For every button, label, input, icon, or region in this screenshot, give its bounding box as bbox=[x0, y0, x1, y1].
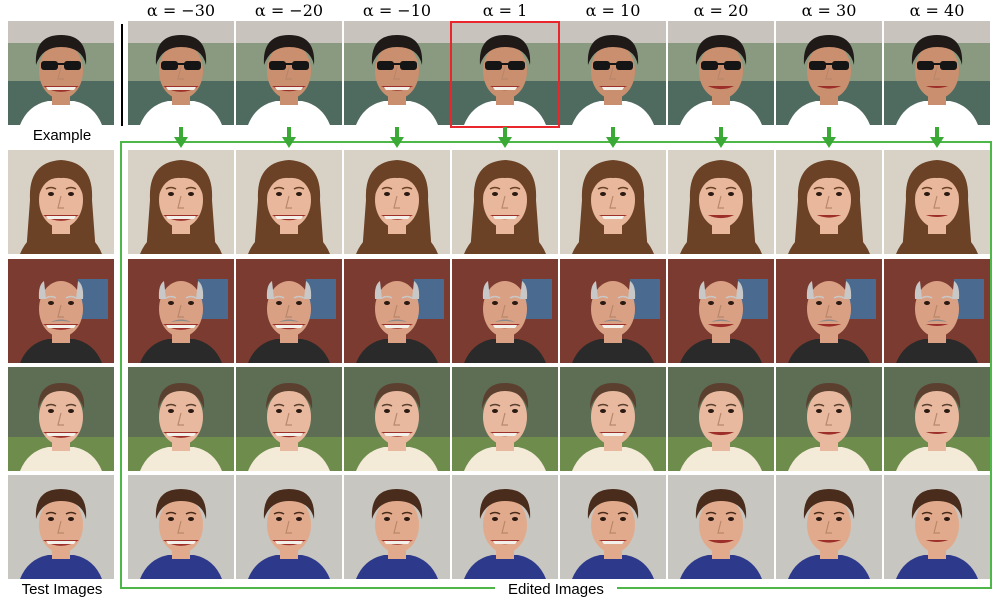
alpha-label-7: α = 30 bbox=[801, 1, 857, 20]
edited-image bbox=[776, 259, 882, 363]
edited-image bbox=[668, 367, 774, 471]
down-arrow-icon bbox=[606, 127, 620, 148]
edited-image bbox=[236, 150, 342, 254]
test-images-caption: Test Images bbox=[4, 581, 120, 598]
test-image bbox=[8, 367, 114, 471]
down-arrow-icon bbox=[390, 127, 404, 148]
edited-image bbox=[776, 475, 882, 579]
edited-image bbox=[236, 259, 342, 363]
alpha-label-4: α = 1 bbox=[482, 1, 528, 20]
edited-image bbox=[668, 259, 774, 363]
edited-image bbox=[344, 367, 450, 471]
edited-image bbox=[560, 367, 666, 471]
alpha-label-6: α = 20 bbox=[693, 1, 749, 20]
edited-image bbox=[128, 259, 234, 363]
example-edit-image bbox=[776, 21, 882, 125]
edited-image bbox=[776, 367, 882, 471]
example-edit-image bbox=[452, 21, 558, 125]
edited-image bbox=[884, 150, 990, 254]
edited-image bbox=[884, 475, 990, 579]
test-image bbox=[8, 150, 114, 254]
identity-edit-highlight bbox=[450, 21, 560, 128]
edited-image bbox=[776, 150, 882, 254]
example-edit-image bbox=[128, 21, 234, 125]
test-image bbox=[8, 259, 114, 363]
down-arrow-icon bbox=[282, 127, 296, 148]
alpha-label-5: α = 10 bbox=[585, 1, 641, 20]
edited-image bbox=[560, 150, 666, 254]
example-edit-image bbox=[884, 21, 990, 125]
edited-image bbox=[128, 150, 234, 254]
edited-image bbox=[236, 475, 342, 579]
alpha-label-1: α = −30 bbox=[146, 1, 216, 20]
edited-image bbox=[452, 367, 558, 471]
edited-image bbox=[560, 259, 666, 363]
down-arrow-icon bbox=[930, 127, 944, 148]
edited-images-caption: Edited Images bbox=[495, 581, 617, 598]
edited-image bbox=[884, 367, 990, 471]
test-image bbox=[8, 475, 114, 579]
example-caption: Example bbox=[8, 127, 116, 144]
down-arrow-icon bbox=[498, 127, 512, 148]
down-arrow-icon bbox=[822, 127, 836, 148]
alpha-label-3: α = −10 bbox=[362, 1, 432, 20]
example-image bbox=[8, 21, 114, 125]
edited-image bbox=[452, 259, 558, 363]
edited-image bbox=[236, 367, 342, 471]
example-edit-image bbox=[560, 21, 666, 125]
alpha-label-8: α = 40 bbox=[909, 1, 965, 20]
example-edit-image bbox=[236, 21, 342, 125]
down-arrow-icon bbox=[174, 127, 188, 148]
edited-image bbox=[128, 475, 234, 579]
alpha-label-2: α = −20 bbox=[254, 1, 324, 20]
edited-image bbox=[560, 475, 666, 579]
example-edit-image bbox=[668, 21, 774, 125]
example-divider bbox=[121, 24, 123, 126]
edited-image bbox=[128, 367, 234, 471]
edited-image bbox=[344, 259, 450, 363]
edited-image bbox=[668, 475, 774, 579]
edited-image bbox=[452, 150, 558, 254]
edited-image bbox=[452, 475, 558, 579]
edited-image bbox=[344, 475, 450, 579]
down-arrow-icon bbox=[714, 127, 728, 148]
example-edit-image bbox=[344, 21, 450, 125]
edited-image bbox=[884, 259, 990, 363]
edited-image bbox=[668, 150, 774, 254]
edited-image bbox=[344, 150, 450, 254]
